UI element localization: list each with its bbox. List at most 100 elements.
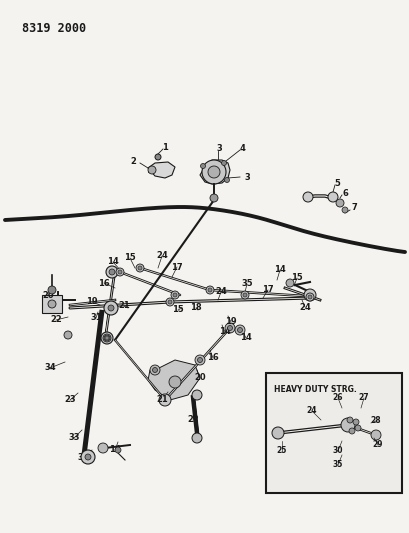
Text: 4: 4 [240,143,245,152]
Circle shape [209,194,218,202]
Circle shape [341,207,347,213]
Circle shape [148,166,155,174]
Text: 18: 18 [190,303,201,312]
Circle shape [105,336,109,340]
Polygon shape [148,360,200,400]
Polygon shape [200,160,229,184]
Text: 14: 14 [274,265,285,274]
Text: 35: 35 [240,279,252,288]
Bar [265,373,401,493]
Text: 25: 25 [276,447,286,456]
Text: 26: 26 [332,393,342,402]
Circle shape [85,454,91,460]
Text: 14: 14 [218,327,230,336]
Circle shape [108,305,114,311]
Circle shape [302,192,312,202]
Polygon shape [148,162,175,178]
Circle shape [227,326,232,330]
Text: 32: 32 [77,454,89,463]
Circle shape [168,300,172,304]
Circle shape [152,367,157,373]
Circle shape [98,443,108,453]
Text: 16: 16 [207,353,218,362]
Circle shape [191,433,202,443]
Text: 14: 14 [240,334,251,343]
Circle shape [348,428,354,434]
Circle shape [352,419,358,425]
Text: 23: 23 [64,395,76,405]
Polygon shape [148,168,155,172]
Circle shape [101,332,113,344]
Circle shape [104,301,118,315]
Text: 15: 15 [124,254,135,262]
Text: 7: 7 [350,204,356,213]
Bar [42,295,62,313]
Circle shape [136,264,144,272]
Circle shape [169,376,180,388]
Circle shape [207,288,211,292]
Circle shape [205,286,213,294]
Circle shape [202,160,225,184]
Circle shape [171,291,179,299]
Text: HEAVY DUTY STRG.: HEAVY DUTY STRG. [273,385,356,394]
Text: 28: 28 [370,416,380,425]
Text: 31: 31 [90,313,101,322]
Text: 1: 1 [162,142,168,151]
Circle shape [48,300,56,308]
Text: 6: 6 [341,189,347,198]
Circle shape [173,293,177,297]
Circle shape [237,327,242,333]
Circle shape [155,154,161,160]
Circle shape [346,417,352,423]
Text: 33: 33 [68,433,80,442]
Circle shape [207,166,220,178]
Circle shape [116,268,124,276]
Text: 20: 20 [42,290,54,300]
Circle shape [115,447,121,453]
Circle shape [340,418,354,432]
Circle shape [354,425,360,431]
Circle shape [195,355,204,365]
Circle shape [335,199,343,207]
Text: 15: 15 [172,305,183,314]
Text: 21: 21 [118,302,130,311]
Circle shape [64,331,72,339]
Text: 27: 27 [358,393,369,402]
Circle shape [150,365,160,375]
Circle shape [159,394,171,406]
Text: 5: 5 [333,179,339,188]
Text: 24: 24 [306,407,317,416]
Text: 17: 17 [261,286,273,295]
Circle shape [271,427,283,439]
Circle shape [106,266,118,278]
Circle shape [200,164,205,168]
Circle shape [221,160,226,166]
Text: 8319 2000: 8319 2000 [22,22,86,35]
Circle shape [191,390,202,400]
Text: 14: 14 [109,446,121,455]
Circle shape [166,298,173,306]
Text: 16: 16 [98,279,110,287]
Text: 3: 3 [216,143,221,152]
Circle shape [327,192,337,202]
Circle shape [103,334,111,342]
Text: 17: 17 [171,262,182,271]
Text: 3: 3 [243,173,249,182]
Text: 19: 19 [86,297,98,306]
Circle shape [224,177,229,182]
Text: 30: 30 [332,447,342,456]
Text: 24: 24 [156,252,167,261]
Circle shape [303,289,315,301]
Circle shape [240,291,248,299]
Circle shape [104,335,110,341]
Text: 29: 29 [372,440,382,449]
Text: 22: 22 [187,416,198,424]
Circle shape [225,323,234,333]
Text: 2: 2 [130,157,136,166]
Text: 34: 34 [44,364,56,373]
Circle shape [81,450,95,464]
Circle shape [234,325,245,335]
Circle shape [285,279,293,287]
Text: 19: 19 [225,318,236,327]
Circle shape [370,430,380,440]
